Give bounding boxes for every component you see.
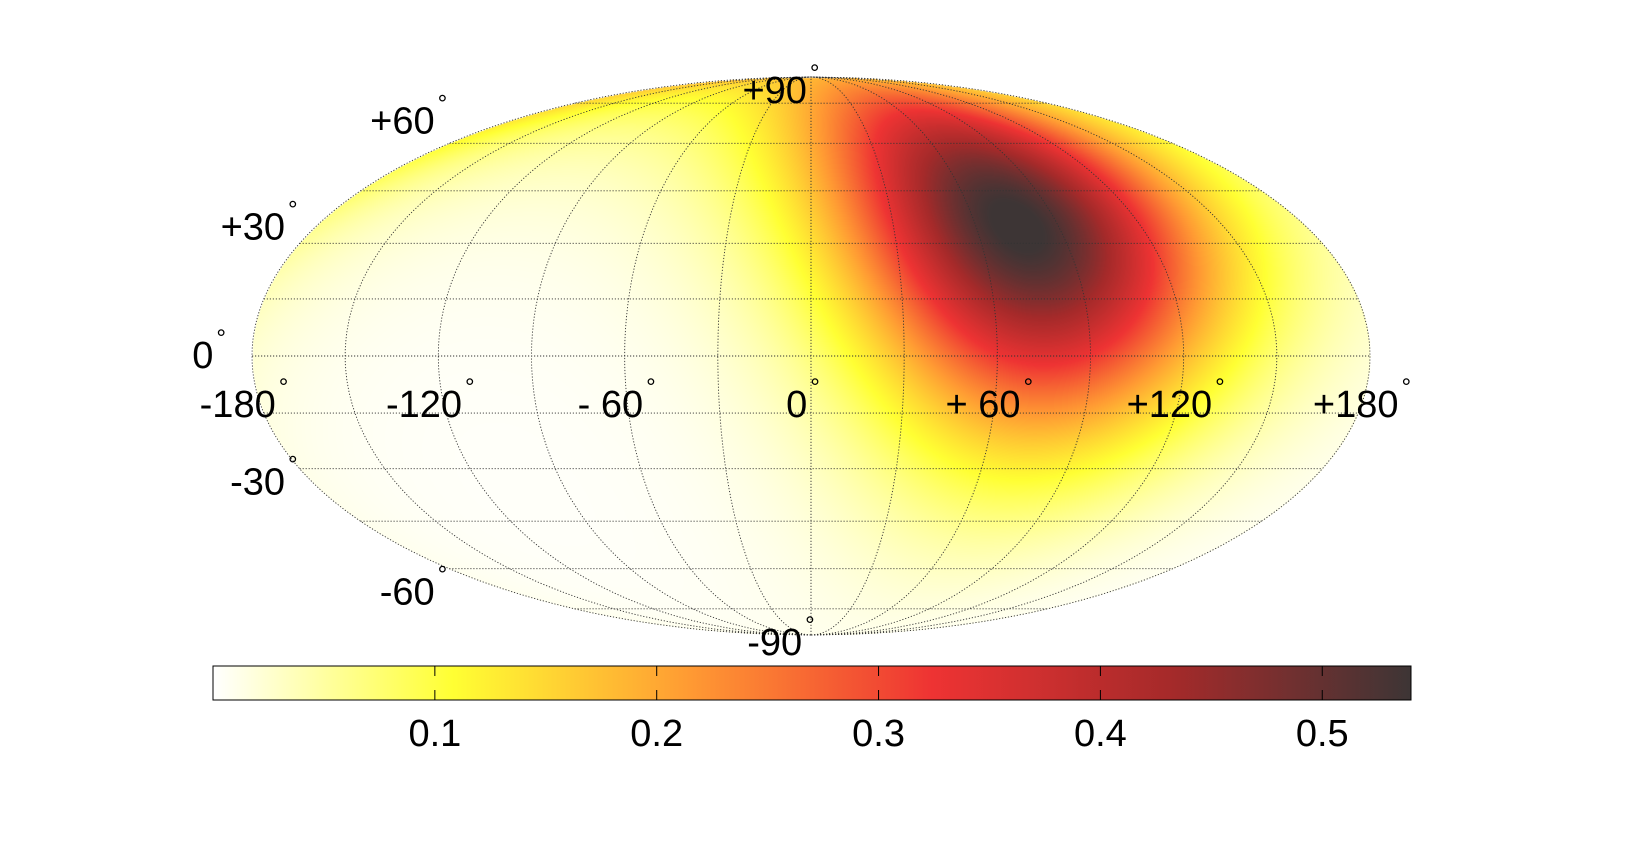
latitude-tick-label: +30 ° [221, 196, 298, 248]
meridian-line [810, 76, 998, 636]
longitude-tick-label: +120 ° [1127, 374, 1225, 426]
longitude-tick-label: -120 ° [386, 374, 475, 426]
longitude-tick-label: + 60 ° [946, 374, 1034, 426]
meridian-line [810, 76, 905, 636]
colorbar-tick-label: 0.2 [630, 713, 683, 755]
colorbar-gradient [212, 665, 1412, 701]
latitude-tick-labels: +90 ° +60 ° +30 ° 0 ° -30 ° -60 ° -90 ° [192, 60, 819, 664]
longitude-tick-label: +180 ° [1313, 374, 1411, 426]
latitude-tick-label: +60 ° [370, 90, 447, 142]
latitude-tick-label: -60 ° [380, 562, 448, 614]
colorbar: 0.1 0.2 0.3 0.4 0.5 [212, 665, 1412, 755]
latitude-tick-label: +90 ° [742, 60, 819, 112]
meridian-line [717, 76, 812, 636]
latitude-tick-label: 0 ° [192, 325, 226, 377]
longitude-tick-label: -180 ° [200, 374, 289, 426]
colorbar-tick-label: 0.5 [1296, 713, 1349, 755]
longitude-tick-label: - 60 ° [578, 374, 656, 426]
latitude-tick-label: -90 ° [747, 612, 815, 664]
colorbar-tick-label: 0.4 [1074, 713, 1127, 755]
longitude-tick-label: 0 ° [786, 374, 820, 426]
meridian-line [810, 76, 1091, 636]
longitude-tick-labels: -180 ° -120 ° - 60 ° 0 ° + 60 ° +120 ° +180 ° [200, 374, 1411, 426]
latitude-tick-label: -30 ° [230, 452, 298, 504]
graticule [251, 76, 1371, 636]
colorbar-tick-label: 0.3 [852, 713, 905, 755]
colorbar-tick-label: 0.1 [408, 713, 461, 755]
